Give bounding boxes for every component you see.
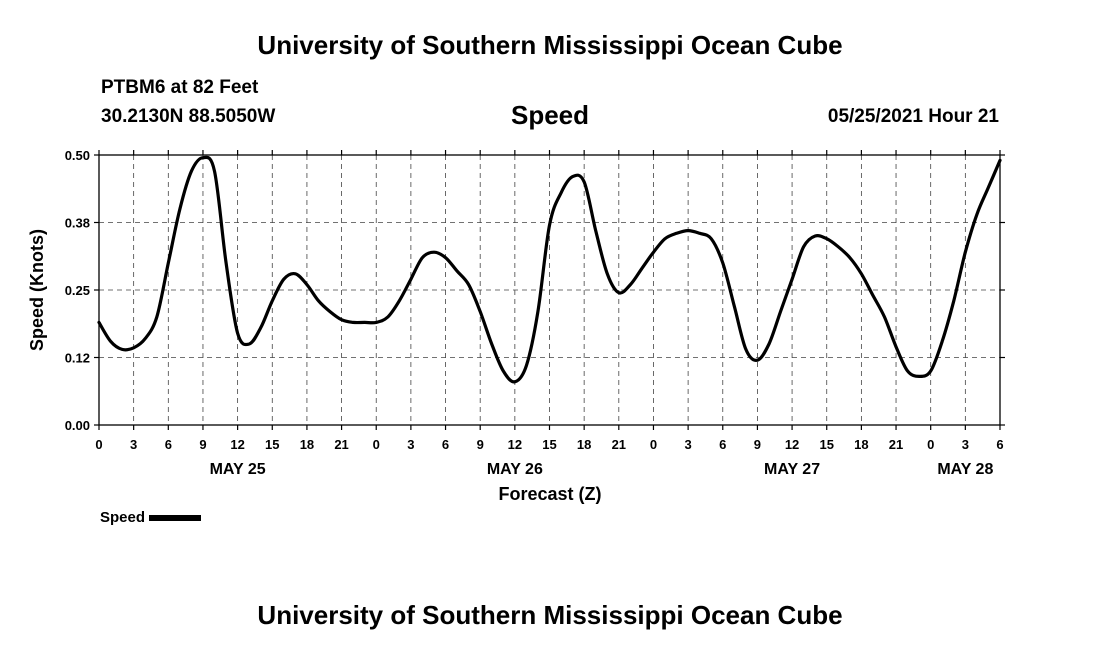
- footer-title: University of Southern Mississippi Ocean…: [257, 600, 843, 630]
- x-tick-label: 18: [577, 437, 591, 452]
- x-tick-label: 0: [373, 437, 380, 452]
- day-label: MAY 27: [764, 461, 820, 478]
- x-tick-label: 21: [612, 437, 626, 452]
- x-tick-label: 18: [854, 437, 868, 452]
- y-tick-label: 0.50: [65, 148, 90, 163]
- chart-title: Speed: [510, 100, 590, 130]
- x-tick-label: 12: [230, 437, 244, 452]
- tick-layer: 0.00 0.12 0.25 0.38 0.50 0 3 6 9 12 15 18 21 0 3 6 9 12 15…: [65, 148, 1005, 478]
- x-tick-label: 3: [407, 437, 414, 452]
- y-axis-label: Speed (Knots): [27, 229, 47, 351]
- x-tick-label: 6: [442, 437, 449, 452]
- x-tick-label: 15: [819, 437, 833, 452]
- station-coordinates: 30.2130N 88.5050W: [101, 106, 276, 127]
- grid-layer: [99, 155, 1000, 425]
- day-label: MAY 25: [210, 461, 266, 478]
- day-label: MAY 28: [937, 461, 993, 478]
- y-tick-label: 0.00: [65, 418, 90, 433]
- y-tick-label: 0.12: [65, 351, 90, 366]
- x-tick-label: 6: [719, 437, 726, 452]
- x-axis-label: Forecast (Z): [498, 484, 601, 504]
- x-tick-label: 0: [927, 437, 934, 452]
- x-tick-label: 9: [199, 437, 206, 452]
- x-tick-label: 12: [508, 437, 522, 452]
- y-tick-label: 0.25: [65, 283, 90, 298]
- legend-swatch: [149, 514, 202, 521]
- forecast-run-time: 05/25/2021 Hour 21: [827, 106, 999, 127]
- x-tick-label: 3: [962, 437, 969, 452]
- x-tick-label: 3: [130, 437, 137, 452]
- x-tick-label: 9: [477, 437, 484, 452]
- x-tick-label: 21: [334, 437, 348, 452]
- legend-label: Speed: [100, 509, 146, 526]
- x-tick-label: 6: [996, 437, 1003, 452]
- x-tick-label: 15: [265, 437, 279, 452]
- x-tick-label: 0: [95, 437, 102, 452]
- station-label: PTBM6 at 82 Feet: [101, 77, 259, 98]
- x-tick-label: 6: [165, 437, 172, 452]
- page-title: University of Southern Mississippi Ocean…: [257, 30, 843, 60]
- x-tick-label: 9: [754, 437, 761, 452]
- day-label: MAY 26: [487, 461, 543, 478]
- x-tick-label: 0: [650, 437, 657, 452]
- y-tick-label: 0.38: [65, 216, 90, 231]
- x-tick-label: 18: [300, 437, 314, 452]
- speed-series-line: [97, 155, 1002, 384]
- x-tick-label: 12: [785, 437, 799, 452]
- x-tick-label: 3: [684, 437, 691, 452]
- legend: Speed: [100, 509, 202, 526]
- x-tick-label: 21: [889, 437, 903, 452]
- x-tick-label: 15: [542, 437, 556, 452]
